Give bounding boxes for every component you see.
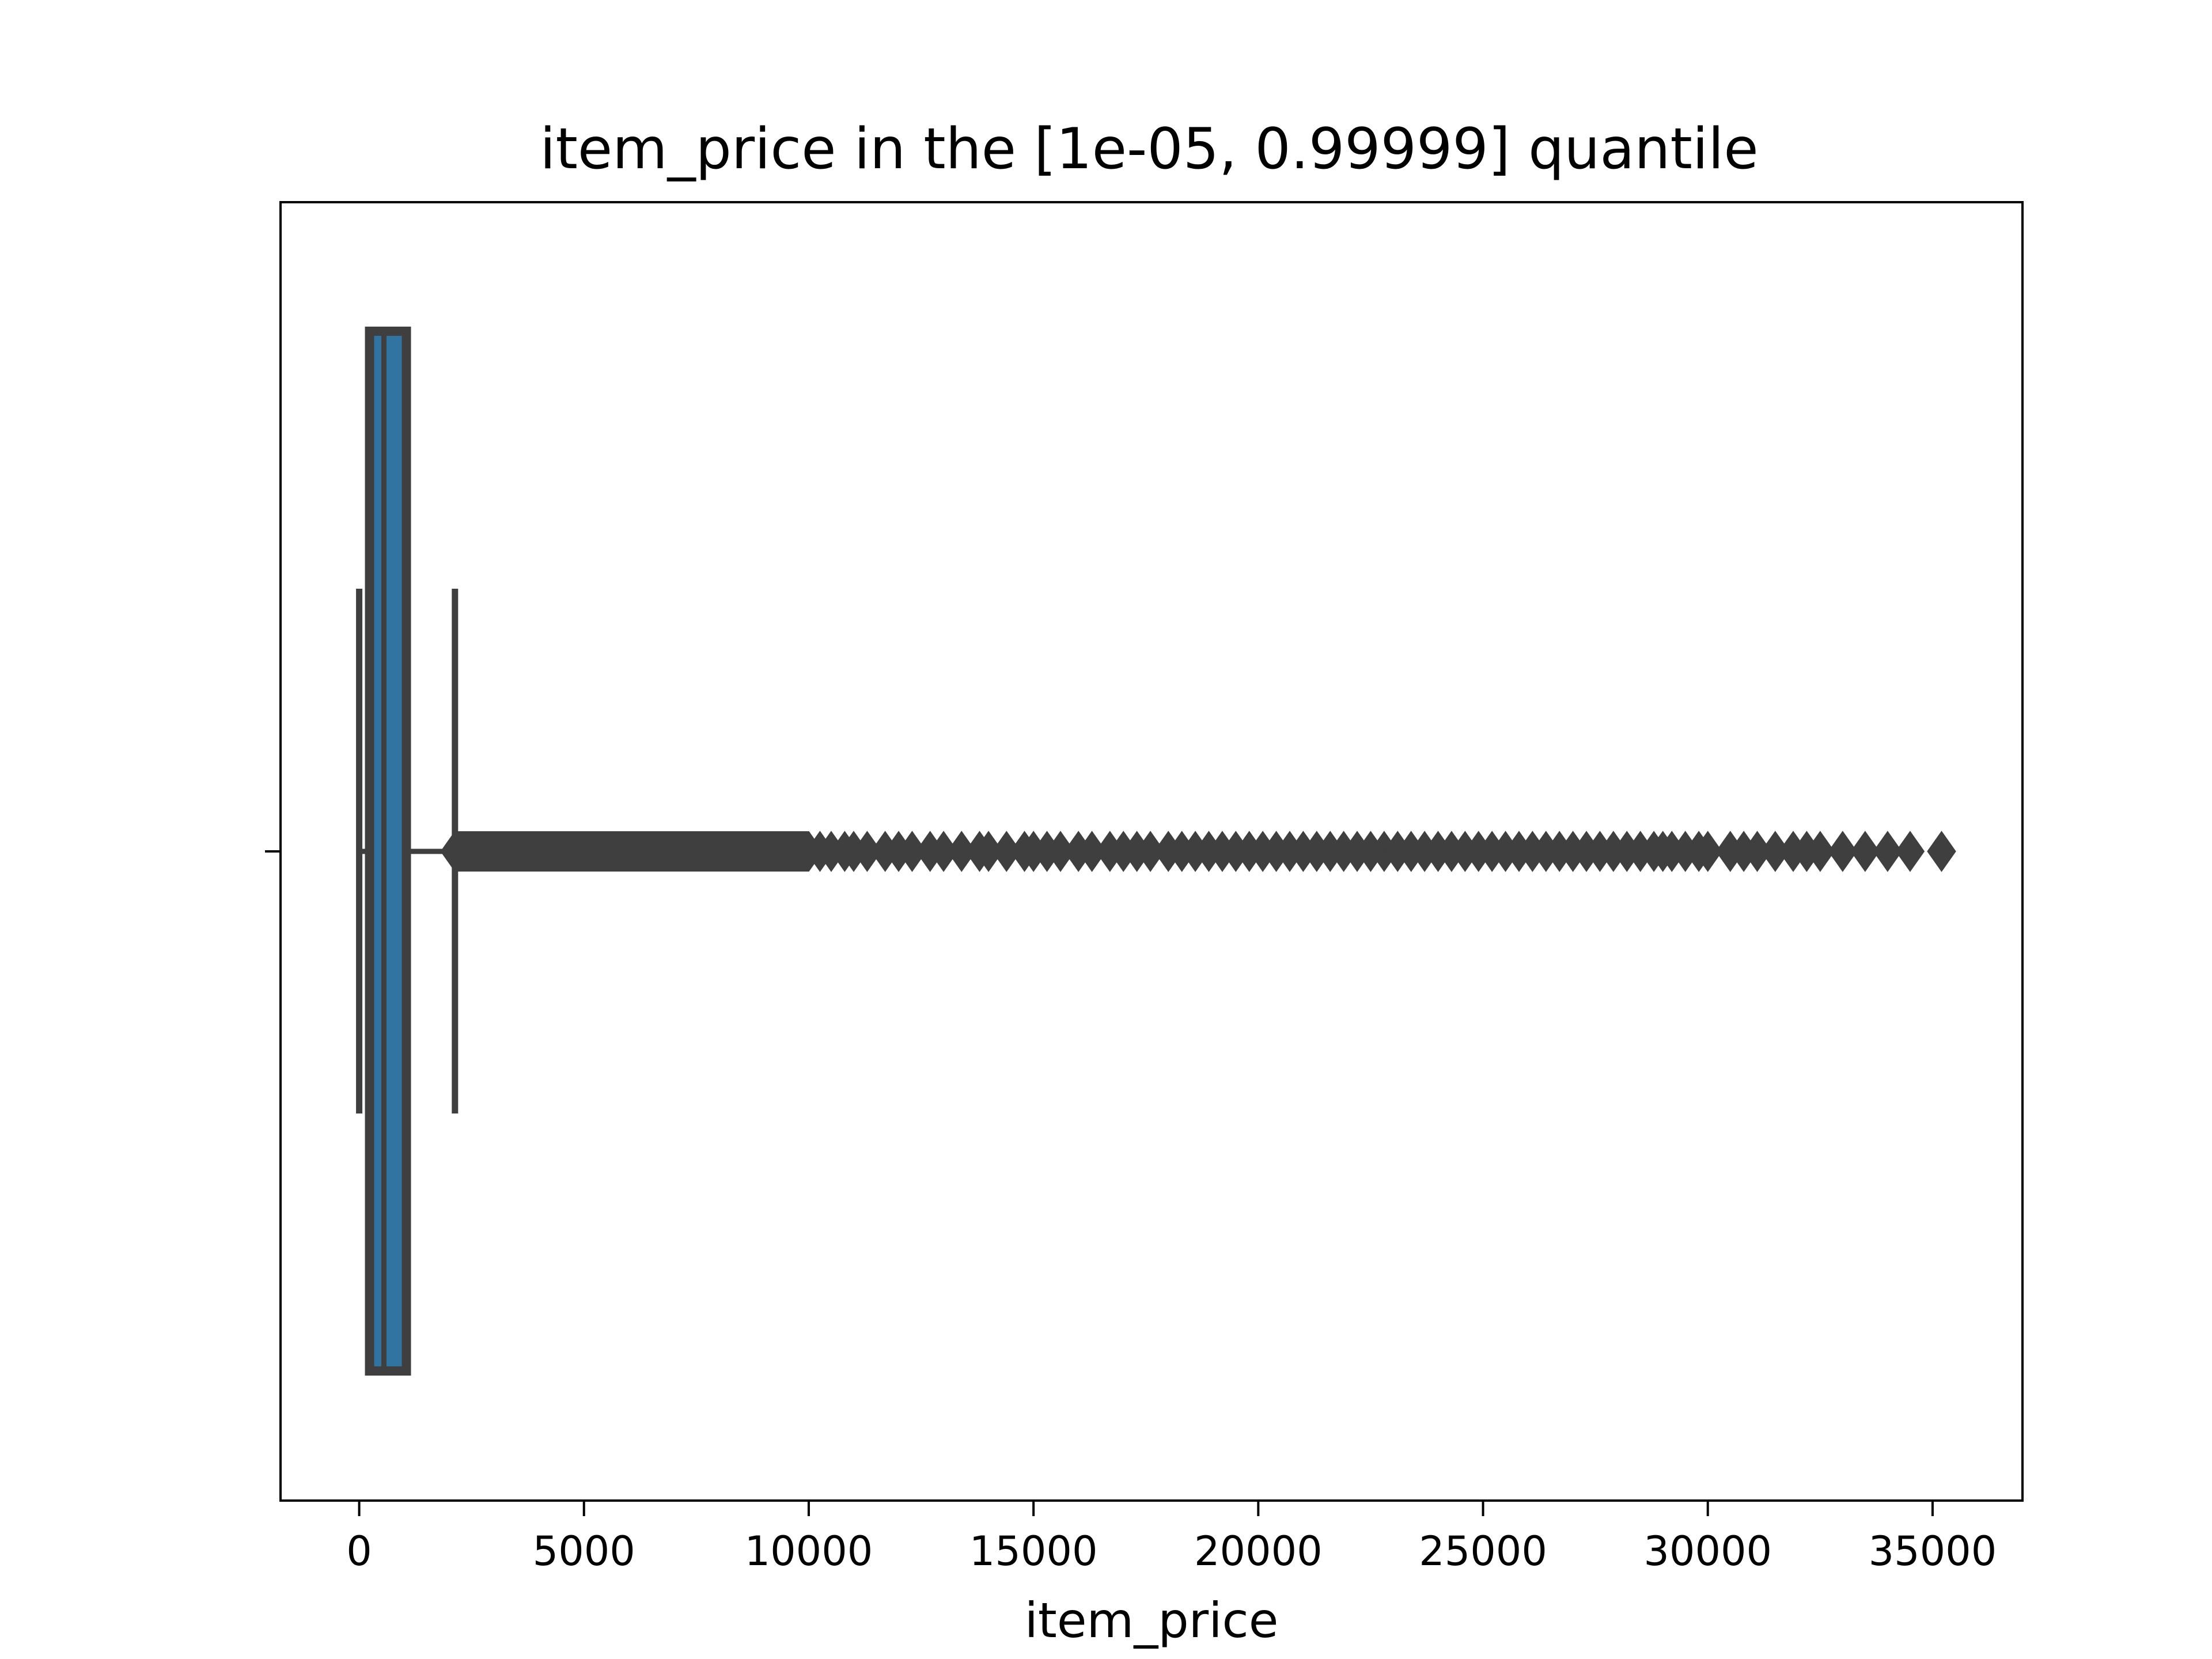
outlier-markers bbox=[440, 831, 1956, 872]
x-axis-label: item_price bbox=[1025, 1592, 1279, 1649]
x-tick-label: 35000 bbox=[1869, 1528, 1997, 1575]
box-element bbox=[356, 327, 459, 1376]
x-tick-label: 20000 bbox=[1194, 1528, 1323, 1575]
x-tick-label: 15000 bbox=[969, 1528, 1098, 1575]
x-tick-label: 30000 bbox=[1643, 1528, 1772, 1575]
outlier-dense-band bbox=[440, 831, 824, 872]
x-tick-label: 5000 bbox=[533, 1528, 635, 1575]
x-tick-label: 10000 bbox=[745, 1528, 873, 1575]
chart-title: item_price in the [1e-05, 0.99999] quant… bbox=[540, 116, 1758, 182]
iqr-box bbox=[365, 327, 411, 1376]
x-tick-label: 25000 bbox=[1419, 1528, 1547, 1575]
outlier-point bbox=[1927, 831, 1956, 872]
outlier-point bbox=[1895, 831, 1925, 872]
x-axis-ticks: 0 5000 10000 15000 20000 25000 30000 35000 bbox=[346, 1501, 1997, 1575]
x-tick-label: 0 bbox=[346, 1528, 372, 1575]
